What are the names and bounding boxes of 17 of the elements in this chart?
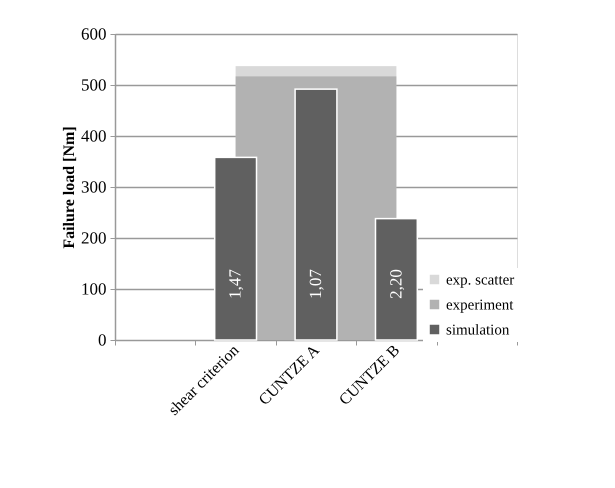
y-tick-label: 500 — [81, 76, 106, 94]
annotation: 1,47 — [226, 268, 245, 299]
legend-label: exp. scatter — [446, 272, 514, 288]
y-tick-label: 200 — [81, 228, 106, 248]
bar — [374, 218, 418, 341]
y-tick-label: 400 — [81, 126, 106, 146]
annotation: 1,07 — [306, 268, 325, 299]
bar — [214, 156, 258, 341]
bar — [294, 88, 338, 341]
legend-label: experiment — [446, 298, 514, 314]
y-tick-label: 0 — [98, 330, 106, 350]
legend-label: simulation — [446, 322, 510, 338]
y-axis-title: Failure load [Nm] — [61, 126, 78, 249]
y-tick-label: 100 — [81, 280, 106, 298]
annotation: 2,20 — [386, 269, 406, 299]
y-tick-label: 300 — [81, 178, 106, 196]
y-tick-label: 600 — [81, 24, 106, 44]
